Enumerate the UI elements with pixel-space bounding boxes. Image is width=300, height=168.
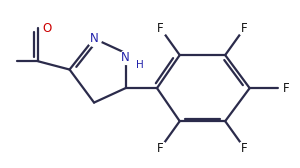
Text: O: O (42, 22, 52, 35)
Text: N: N (121, 51, 130, 64)
Text: F: F (241, 141, 248, 155)
Text: F: F (157, 22, 164, 35)
Text: F: F (283, 82, 290, 95)
Text: F: F (241, 22, 248, 35)
Text: N: N (90, 32, 98, 45)
Text: F: F (157, 141, 164, 155)
Text: H: H (136, 60, 143, 70)
